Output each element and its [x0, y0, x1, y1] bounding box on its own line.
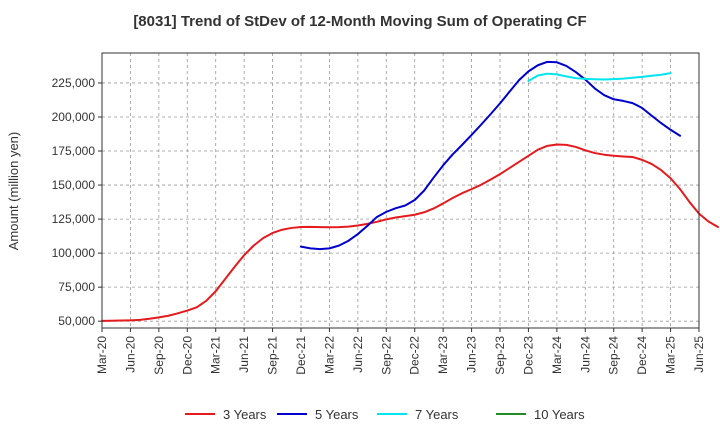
x-tick-label: Mar-23: [436, 336, 450, 374]
chart-title: [8031] Trend of StDev of 12-Month Moving…: [133, 13, 586, 30]
x-tick-label: Jun-20: [123, 336, 137, 373]
x-tick-label: Jun-21: [237, 336, 251, 373]
x-tick-label: Dec-22: [408, 336, 422, 375]
x-tick-label: Mar-21: [209, 336, 223, 374]
series-line-3-years: [101, 143, 719, 322]
x-tick-label: Dec-24: [635, 336, 649, 375]
y-tick-label: 100,000: [52, 246, 96, 260]
x-axis-ticks: Mar-20 Jun-20 Sep-20 Dec-20 Mar-21 Jun-21 Sep-…: [95, 328, 706, 375]
x-tick-label: Mar-24: [550, 336, 564, 374]
y-tick-label: 175,000: [52, 144, 96, 158]
x-tick-label: Jun-25: [692, 336, 706, 373]
x-tick-label: Mar-22: [322, 336, 336, 374]
x-tick-label: Sep-21: [266, 336, 280, 375]
x-tick-label: Jun-23: [465, 336, 479, 373]
x-tick-label: Dec-23: [521, 336, 535, 375]
x-tick-label: Sep-24: [607, 336, 621, 375]
y-tick-label: 125,000: [52, 212, 96, 226]
x-tick-label: Mar-25: [664, 336, 678, 374]
x-tick-label: Sep-23: [493, 336, 507, 375]
y-tick-label: 50,000: [58, 314, 95, 328]
y-tick-label: 75,000: [58, 280, 95, 294]
series-line-5-years: [300, 60, 682, 251]
legend: 3 Years 5 Years 7 Years 10 Years: [185, 407, 585, 422]
legend-label-3-years: 3 Years: [223, 407, 267, 422]
x-tick-label: Sep-22: [379, 336, 393, 375]
x-tick-label: Jun-22: [351, 336, 365, 373]
grid: [101, 53, 700, 328]
x-tick-label: Jun-24: [578, 336, 592, 373]
x-tick-label: Sep-20: [152, 336, 166, 375]
x-tick-label: Dec-20: [180, 336, 194, 375]
series-line-7-years: [527, 72, 672, 82]
y-axis-ticks: 50,000 75,000 100,000 125,000 150,000 175,000…: [52, 76, 102, 328]
plot-frame: [101, 52, 700, 329]
x-tick-label: Mar-20: [95, 336, 109, 374]
y-axis-label: Amount (million yen): [6, 132, 21, 251]
y-tick-label: 150,000: [52, 178, 96, 192]
legend-label-5-years: 5 Years: [315, 407, 359, 422]
x-tick-label: Dec-21: [294, 336, 308, 375]
series-lines: [101, 60, 719, 322]
y-tick-label: 225,000: [52, 76, 96, 90]
legend-label-7-years: 7 Years: [415, 407, 459, 422]
plot-area: [102, 53, 699, 328]
legend-label-10-years: 10 Years: [534, 407, 585, 422]
y-tick-label: 200,000: [52, 110, 96, 124]
